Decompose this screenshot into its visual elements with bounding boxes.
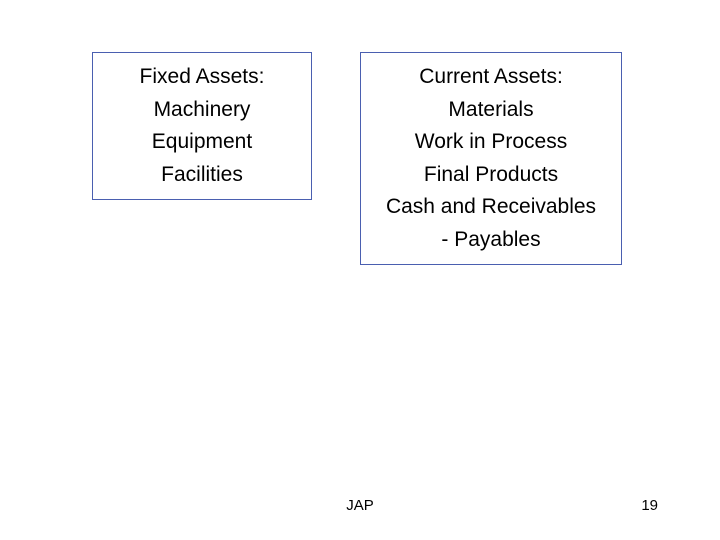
footer-author: JAP (346, 497, 374, 514)
current-assets-item: - Payables (361, 224, 621, 257)
fixed-assets-item: Machinery (93, 94, 311, 127)
fixed-assets-title: Fixed Assets: (93, 61, 311, 94)
fixed-assets-item: Equipment (93, 126, 311, 159)
fixed-assets-box: Fixed Assets: Machinery Equipment Facili… (92, 52, 312, 200)
fixed-assets-item: Facilities (93, 159, 311, 192)
current-assets-item: Final Products (361, 159, 621, 192)
current-assets-item: Materials (361, 94, 621, 127)
current-assets-item: Cash and Receivables (361, 191, 621, 224)
current-assets-title: Current Assets: (361, 61, 621, 94)
footer-page-number: 19 (641, 497, 658, 514)
current-assets-box: Current Assets: Materials Work in Proces… (360, 52, 622, 265)
current-assets-item: Work in Process (361, 126, 621, 159)
